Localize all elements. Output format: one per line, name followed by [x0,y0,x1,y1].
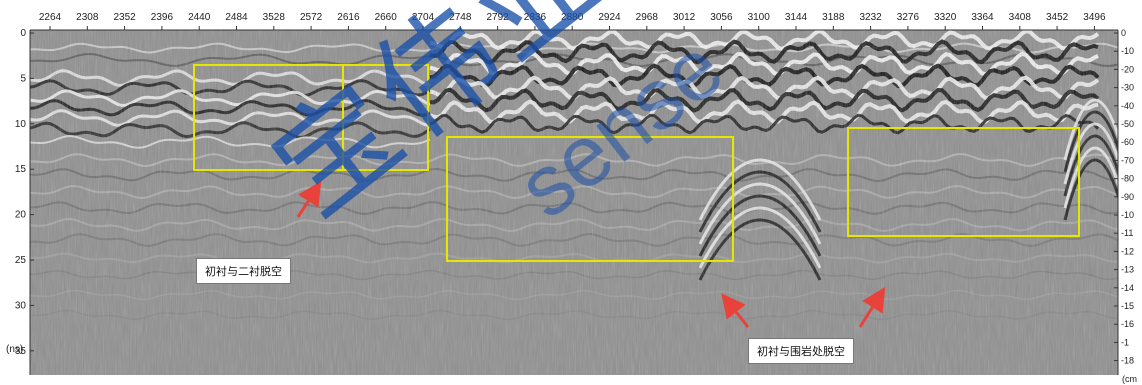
arrow-3 [858,286,886,328]
top-tick-label: 3408 [1009,12,1032,23]
right-tick-label: -12 [1121,246,1134,256]
annotation-label-1-text: 初衬与二衬脱空 [205,265,282,278]
anomaly-box-3 [446,136,734,262]
right-tick-label: -20 [1121,64,1134,74]
top-tick-label: 3528 [263,12,286,23]
top-tick-label: 2484 [225,12,248,23]
right-tick-label: -40 [1121,101,1134,111]
top-tick-label: 2748 [449,12,472,23]
left-unit-label: (ns) [6,344,23,355]
top-tick-label: 3320 [934,12,957,23]
annotation-arrows [296,180,886,328]
right-tick-label: -90 [1121,192,1134,202]
top-tick-label: 3100 [748,12,771,23]
top-tick-label: 3188 [822,12,845,23]
top-tick-label: 3452 [1046,12,1069,23]
right-tick-label: -10 [1121,210,1134,220]
left-tick-label: 15 [15,164,27,175]
left-tick-label: 35 [15,346,27,357]
top-tick-label: 3364 [971,12,994,23]
left-tick-label: 30 [15,300,27,311]
top-tick-label: 2572 [300,12,323,23]
right-tick-label: -60 [1121,137,1134,147]
right-tick-label: -16 [1121,319,1134,329]
top-tick-label: 2396 [151,12,174,23]
right-tick-label: -50 [1121,119,1134,129]
right-tick-label: -13 [1121,265,1134,275]
right-tick-label: -15 [1121,301,1134,311]
anomaly-box-4 [847,127,1080,237]
top-tick-label: 2968 [636,12,659,23]
left-tick-label: 10 [15,119,27,130]
arrow-1 [296,180,322,218]
right-tick-label: -1 [1121,337,1129,347]
annotation-label-1: 初衬与二衬脱空 [196,258,291,284]
right-tick-label: 0 [1121,28,1126,38]
left-tick-label: 5 [20,73,26,84]
top-tick-label: 2264 [39,12,62,23]
arrow-2 [721,293,750,328]
top-tick-label: 2924 [598,12,621,23]
anomaly-box-2 [342,64,429,171]
top-tick-label: 3232 [859,12,882,23]
left-tick-labels: 0 5 10 15 20 25 30 35 [15,28,34,357]
annotation-label-2: 初衬与围岩处脱空 [748,338,854,364]
top-tick-label: 3012 [673,12,696,23]
top-tick-label: 3144 [785,12,808,23]
right-tick-label: -10 [1121,46,1134,56]
top-tick-label: 2352 [113,12,136,23]
top-tick-label: 3056 [710,12,733,23]
right-tick-labels: 0 -10 -20 -30 -40 -50 -60 -70 -80 -90 -10 -11 -12 -13… [1114,28,1134,366]
right-tick-label: -30 [1121,83,1134,93]
top-tick-labels: 2264 2308 2352 2396 2440 2484 3528 2572 2616 2660… [39,12,1106,30]
top-tick-label: 2704 [412,12,435,23]
top-tick-label: 2616 [337,12,360,23]
right-tick-label: -18 [1121,356,1134,366]
right-tick-label: -70 [1121,155,1134,165]
top-tick-label: 2308 [76,12,99,23]
right-tick-label: -11 [1121,228,1133,238]
top-tick-label: 2836 [524,12,547,23]
right-unit-label: (cm [1122,374,1137,384]
top-tick-label: 2440 [188,12,211,23]
right-tick-label: -80 [1121,174,1134,184]
left-tick-label: 0 [20,28,26,39]
top-tick-label: 3276 [897,12,920,23]
right-tick-label: -14 [1121,283,1134,293]
left-tick-label: 25 [15,255,27,266]
top-tick-label: 3496 [1083,12,1106,23]
top-tick-label: 2792 [486,12,509,23]
annotation-label-2-text: 初衬与围岩处脱空 [757,345,845,358]
grain-overlay [30,30,1118,375]
top-tick-label: 2660 [375,12,398,23]
left-tick-label: 20 [15,210,27,221]
top-tick-label: 2880 [561,12,584,23]
anomaly-boxes [193,64,1080,262]
